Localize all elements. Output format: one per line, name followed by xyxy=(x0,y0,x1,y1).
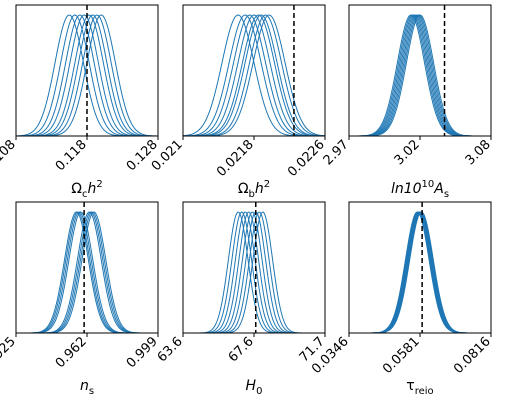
posterior-curve xyxy=(349,211,491,334)
x-axis-label: Ωbh2 xyxy=(238,179,270,200)
x-tick-label: 63.6 xyxy=(155,334,186,365)
x-axis-label: Ωch2 xyxy=(71,179,102,200)
x-axis-label: ln1010As xyxy=(391,179,449,200)
x-axis-label: τreio xyxy=(406,378,433,397)
posterior-curve xyxy=(349,211,491,334)
panel-frame xyxy=(348,201,492,334)
x-axis-label: ns xyxy=(80,378,94,397)
x-tick-label: 0.999 xyxy=(124,334,161,371)
posterior-curve xyxy=(349,211,491,334)
posterior-curve xyxy=(349,211,491,334)
x-tick-label: 0.925 xyxy=(0,334,19,371)
x-tick-label: 0.108 xyxy=(0,137,19,174)
panel-frame xyxy=(182,201,326,334)
posterior-curve xyxy=(349,14,491,137)
posterior-curve xyxy=(349,211,491,334)
x-tick-label: 3.02 xyxy=(392,137,423,168)
posterior-curve xyxy=(349,211,491,334)
x-axis-label: H0 xyxy=(246,378,263,397)
panel-5: 63.6 67.6 71.7H0 xyxy=(155,201,328,397)
posterior-curve xyxy=(16,211,158,334)
x-tick-label: 0.118 xyxy=(53,137,90,174)
posterior-curve xyxy=(349,211,491,334)
panel-frame xyxy=(182,4,326,137)
x-tick-label: 67.6 xyxy=(226,334,257,365)
x-tick-label: 0.962 xyxy=(53,334,90,371)
x-tick-label: 0.0581 xyxy=(380,334,423,377)
panel-3: 2.97 3.02 3.08 ln1010As xyxy=(321,4,494,200)
x-tick-label: 0.0218 xyxy=(214,137,257,180)
x-tick-label: 0.0816 xyxy=(451,334,494,377)
x-tick-label: 2.97 xyxy=(321,137,352,168)
posterior-curve xyxy=(182,14,325,137)
x-tick-label: 3.08 xyxy=(463,137,494,168)
posterior-curve xyxy=(349,211,491,334)
posterior-curve xyxy=(183,14,325,137)
posterior-curve xyxy=(183,211,325,334)
panel-4: 0.925 0.962 0.999 ns xyxy=(0,201,161,397)
panel-frame xyxy=(15,201,159,334)
